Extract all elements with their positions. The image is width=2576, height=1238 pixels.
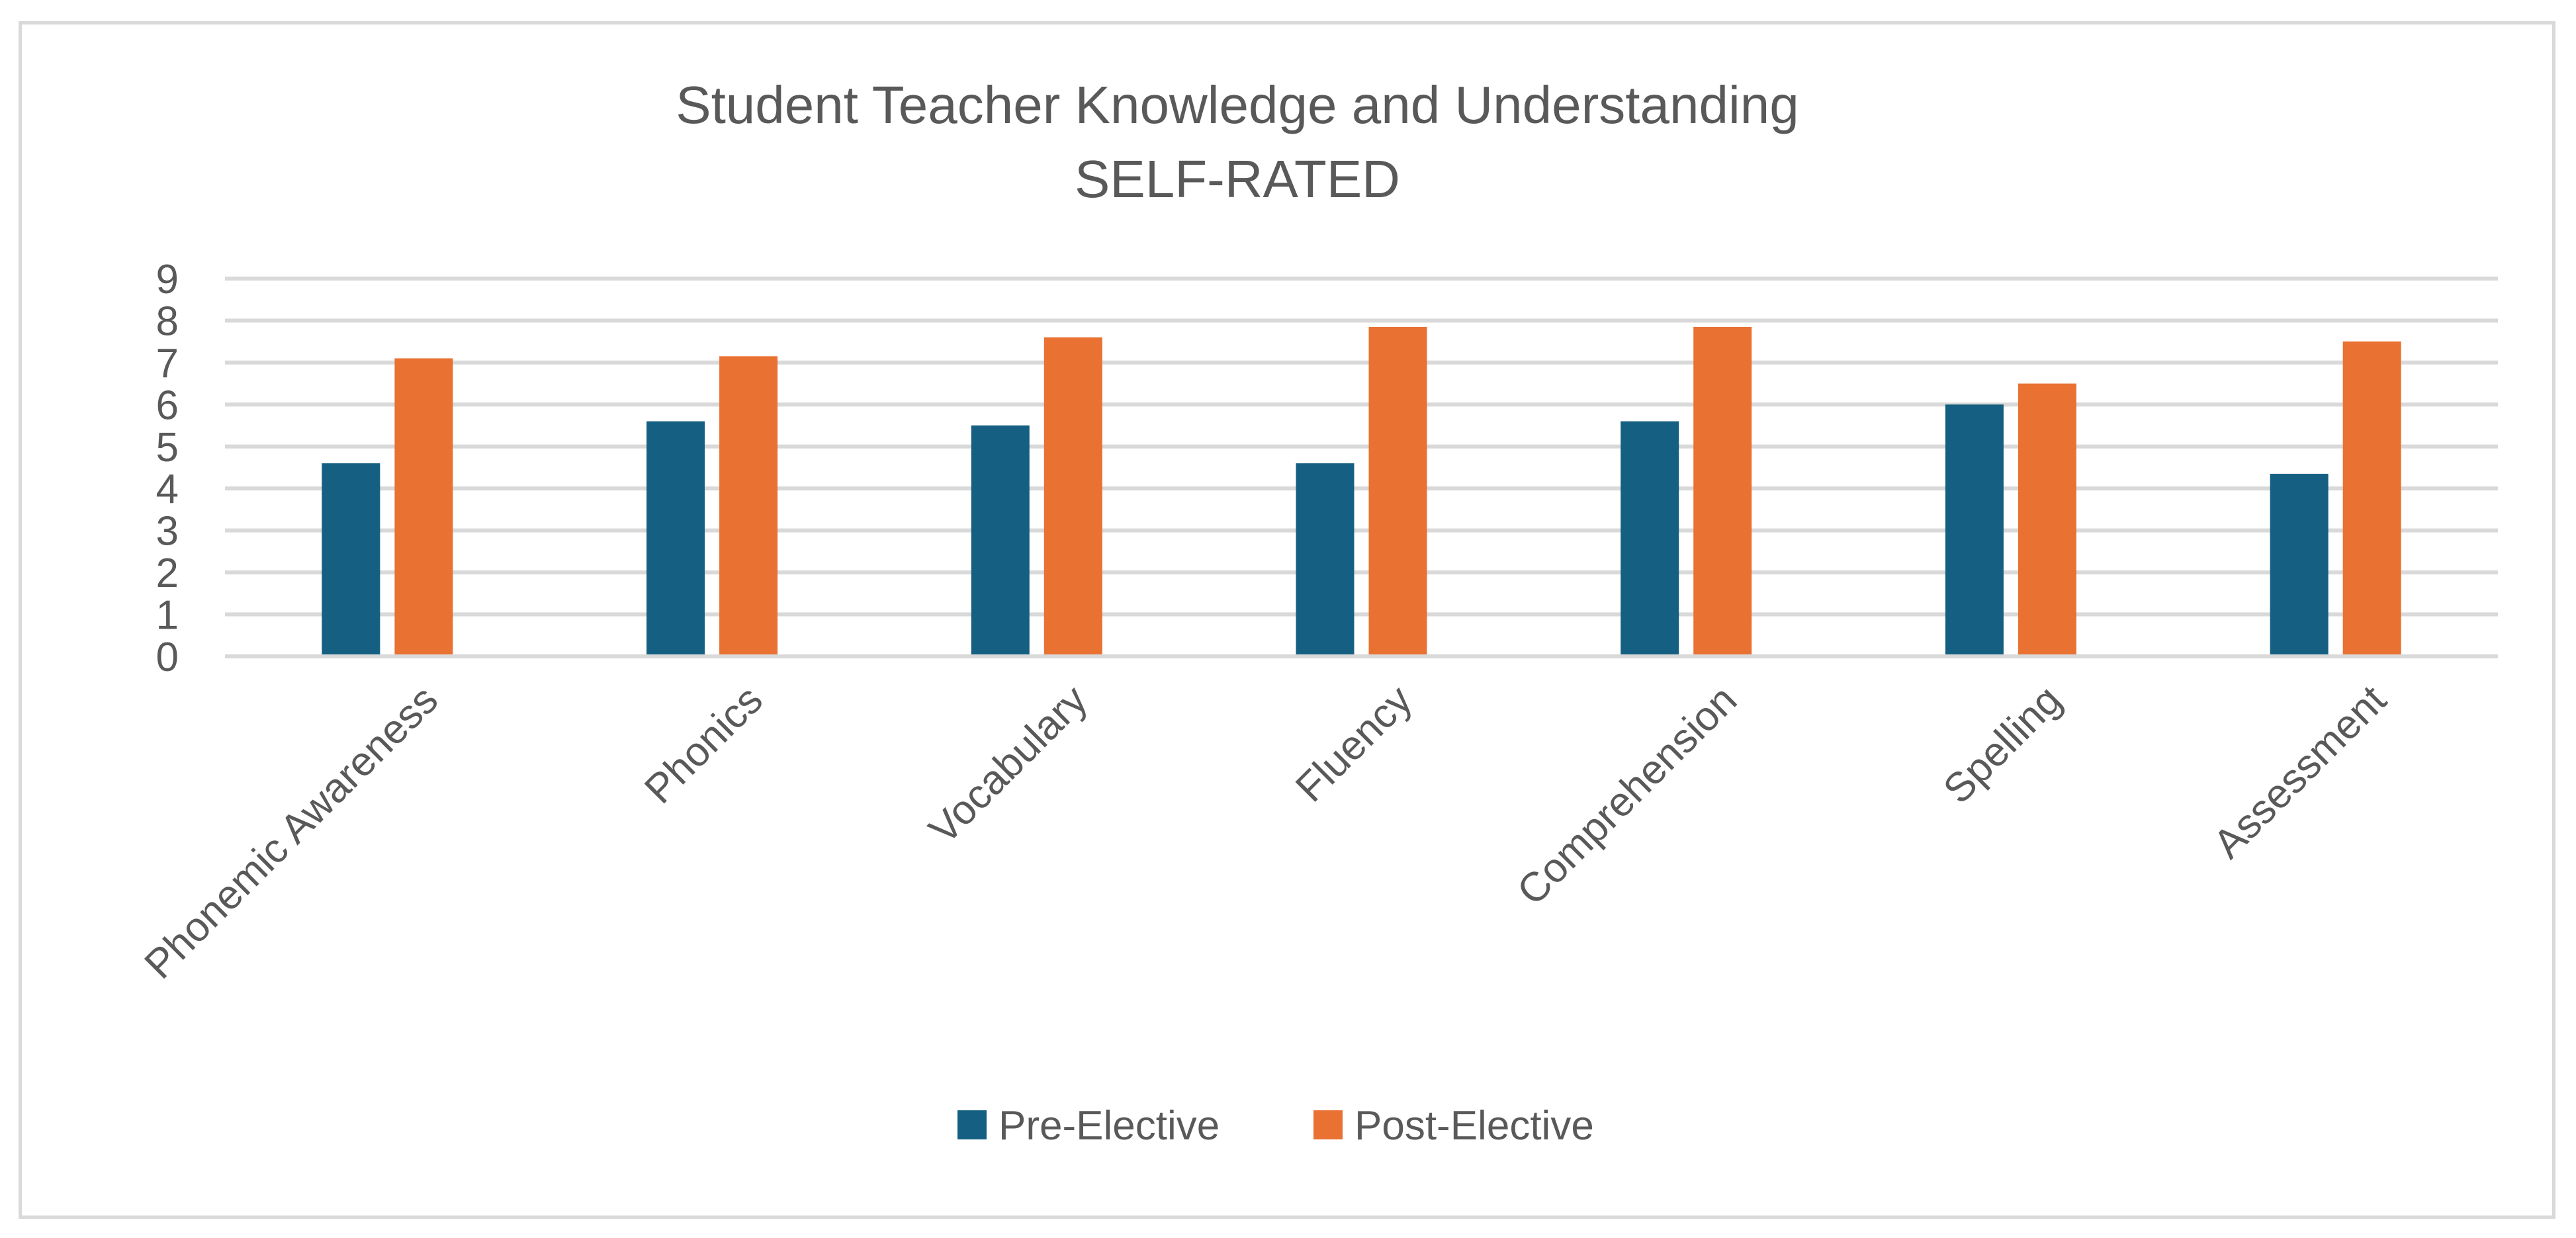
legend-swatch-post	[1313, 1110, 1343, 1139]
legend-swatch-pre	[957, 1110, 987, 1139]
y-tick-label: 1	[156, 593, 179, 639]
gridlines	[225, 277, 2498, 617]
x-axis-ticks: Phonemic Awareness Phonics Vocabulary Fluen…	[136, 677, 2395, 988]
bar-pre-vocabulary	[971, 425, 1030, 656]
y-tick-label: 6	[156, 382, 179, 428]
bar-pre-fluency	[1296, 463, 1355, 656]
bar-pre-spelling	[1945, 404, 2004, 656]
y-tick-label: 7	[156, 341, 179, 386]
legend-label-pre: Pre-Elective	[999, 1103, 1220, 1149]
x-tick-label: Fluency	[1287, 677, 1421, 811]
bar-post-spelling	[2018, 383, 2076, 656]
bar-pre-phonemic-awareness	[322, 463, 380, 656]
y-tick-label: 2	[156, 551, 179, 596]
bar-pre-phonics	[646, 421, 705, 656]
y-tick-label: 4	[156, 466, 179, 512]
x-tick-label: Phonics	[636, 677, 772, 813]
bar-pre-assessment	[2270, 474, 2329, 656]
x-tick-label: Vocabulary	[920, 677, 1096, 853]
x-tick-label: Comprehension	[1509, 677, 1746, 914]
legend: Pre-Elective Post-Elective	[957, 1103, 1594, 1149]
bar-post-fluency	[1368, 326, 1427, 656]
y-tick-label: 8	[156, 298, 179, 344]
bar-post-comprehension	[1693, 326, 1752, 656]
x-tick-label: Phonemic Awareness	[136, 677, 447, 988]
legend-label-post: Post-Elective	[1355, 1103, 1594, 1149]
bar-post-phonemic-awareness	[394, 358, 453, 656]
chart-title: Student Teacher Knowledge and Understand…	[676, 75, 1799, 134]
bar-post-phonics	[719, 356, 778, 656]
y-tick-label: 0	[156, 635, 179, 680]
x-tick-label: Assessment	[2205, 677, 2395, 867]
bars	[322, 326, 2401, 656]
x-tick-label: Spelling	[1935, 677, 2070, 813]
y-tick-label: 5	[156, 425, 179, 470]
bar-pre-comprehension	[1621, 421, 1679, 656]
y-tick-label: 9	[156, 257, 179, 302]
bar-post-assessment	[2342, 341, 2401, 656]
y-tick-label: 3	[156, 509, 179, 554]
chart-subtitle: SELF-RATED	[1075, 150, 1400, 208]
bar-post-vocabulary	[1044, 337, 1102, 656]
